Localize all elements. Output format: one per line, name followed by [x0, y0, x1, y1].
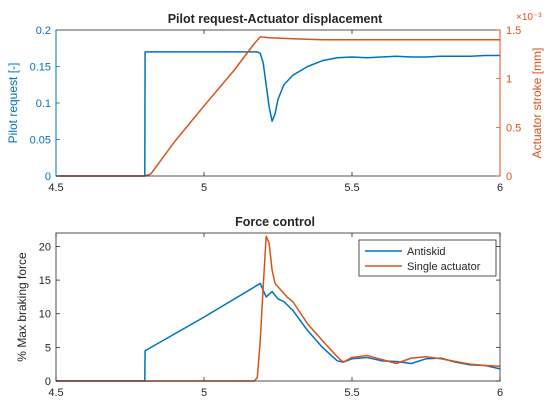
legend: Antiskid Single actuator: [358, 239, 497, 277]
chart-pilot-request: Pilot request-Actuator displacement 4.5 5…: [6, 12, 544, 194]
top-left-axis-label: Pilot request [-]: [6, 63, 20, 144]
top-left-y-tick-label: 0.1: [36, 98, 51, 110]
top-right-y-tick-label: 1: [506, 74, 512, 86]
bottom-y-axis-label: % Max braking force: [15, 252, 29, 362]
top-right-y-tick-label: 1.5: [506, 25, 521, 37]
top-x-tick-label: 4.5: [48, 182, 63, 194]
bottom-axes-frame: [55, 232, 501, 382]
top-x-tick-label: 5.5: [344, 182, 359, 194]
chart-force-control: Force control 4.5 5 5.5 6 0 5 10 15 20 % Max br…: [15, 215, 503, 399]
bottom-y-tick-label: 10: [39, 309, 51, 321]
bottom-x-tick-label: 5.5: [344, 387, 359, 399]
bottom-chart-title: Force control: [235, 215, 315, 229]
top-right-axis-exponent: ×10⁻³: [516, 12, 542, 23]
top-left-y-tick-label: 0: [45, 171, 51, 183]
bottom-y-tick-label: 0: [45, 376, 51, 388]
top-right-y-ticks: 0 0.5 1 1.5: [496, 25, 521, 183]
top-series-group: [56, 36, 500, 177]
top-x-tick-label: 6: [497, 182, 503, 194]
top-left-y-tick-label: 0.15: [30, 62, 51, 74]
bottom-y-tick-label: 5: [45, 342, 51, 354]
top-left-y-tick-label: 0.2: [36, 25, 51, 37]
bottom-x-tick-label: 6: [497, 387, 503, 399]
top-right-y-tick-label: 0: [506, 171, 512, 183]
bottom-x-ticks: 4.5 5 5.5 6: [48, 233, 503, 399]
bottom-x-tick-label: 4.5: [48, 387, 63, 399]
top-x-ticks: 4.5 5 5.5 6: [48, 30, 503, 194]
bottom-series-group: [56, 235, 501, 382]
bottom-y-ticks: 0 5 10 15 20: [39, 241, 500, 388]
top-right-y-tick-label: 0.5: [506, 122, 521, 134]
bottom-y-tick-label: 15: [39, 275, 51, 287]
bottom-x-tick-label: 5: [201, 387, 207, 399]
bottom-y-tick-label: 20: [39, 241, 51, 253]
legend-label-single-actuator: Single actuator: [407, 261, 481, 273]
top-right-axis-label: Actuator stroke [mm]: [530, 48, 544, 159]
legend-label-antiskid: Antiskid: [407, 246, 446, 258]
series-pilot-request-line: [56, 51, 500, 177]
series-single-actuator-line: [56, 235, 501, 382]
legend-box: [358, 239, 497, 277]
top-left-y-ticks: 0 0.05 0.1 0.15 0.2: [30, 25, 60, 183]
series-actuator-stroke-line: [56, 36, 500, 177]
top-x-tick-label: 5: [201, 182, 207, 194]
top-left-y-tick-label: 0.05: [30, 135, 51, 147]
top-chart-title: Pilot request-Actuator displacement: [168, 12, 383, 26]
